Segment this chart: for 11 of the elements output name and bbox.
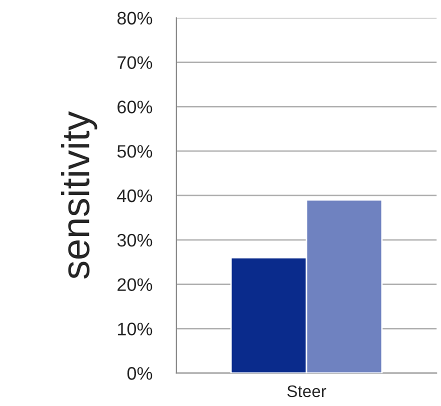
y-tick-label: 30% bbox=[117, 234, 152, 247]
y-tick-label: 40% bbox=[117, 189, 152, 202]
y-tick-label: 70% bbox=[118, 56, 152, 69]
y-tick-label: 50% bbox=[117, 145, 152, 158]
y-axis-title: sensitivity bbox=[60, 111, 98, 279]
y-tick-label: 20% bbox=[118, 278, 152, 292]
y-tick-label: 0% bbox=[127, 367, 152, 380]
y-tick-label: 10% bbox=[118, 322, 152, 336]
y-tick-label: 80% bbox=[117, 12, 152, 25]
y-tick-label: 60% bbox=[118, 100, 152, 114]
x-tick-label: Steer bbox=[287, 385, 326, 398]
